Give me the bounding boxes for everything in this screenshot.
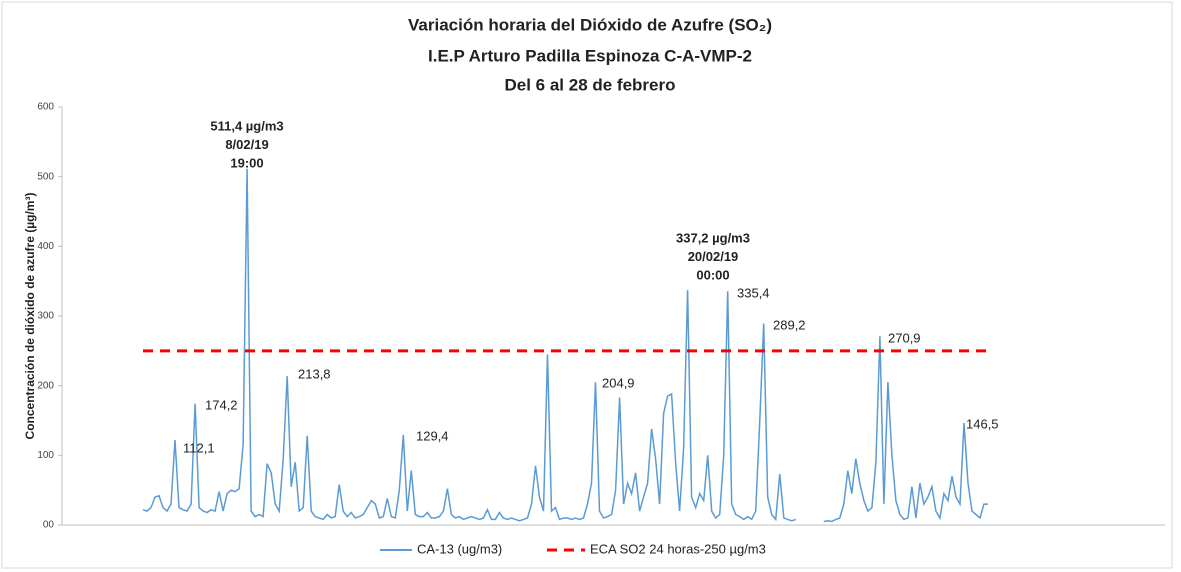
- y-tick-label: 600: [37, 102, 54, 113]
- annotation: 8/02/19: [225, 137, 268, 152]
- annotation: 129,4: [416, 428, 449, 443]
- y-tick-label: 300: [37, 311, 54, 322]
- legend-label: ECA SO2 24 horas-250 µg/m3: [590, 541, 766, 556]
- annotation: 213,8: [298, 366, 331, 381]
- y-tick-label: 500: [37, 171, 54, 182]
- y-tick-label: 00: [43, 520, 55, 531]
- annotation: 19:00: [230, 155, 263, 170]
- data-line: [142, 168, 988, 523]
- annotation: 270,9: [888, 330, 921, 345]
- annotation: 289,2: [773, 317, 806, 332]
- annotation: 146,5: [966, 416, 999, 431]
- chart-title: Variación horaria del Dióxido de Azufre …: [408, 15, 772, 34]
- annotation: 335,4: [737, 285, 770, 300]
- annotation: 204,9: [602, 375, 635, 390]
- annotation: 174,2: [205, 397, 238, 412]
- chart-subtitle: Del 6 al 28 de febrero: [504, 75, 675, 94]
- annotation: 112,1: [183, 440, 215, 455]
- y-tick-label: 100: [37, 450, 54, 461]
- y-tick-label: 400: [37, 241, 54, 252]
- y-axis-label: Concentración de dióxido de azufre (µg/m…: [23, 193, 37, 440]
- annotation: 20/02/19: [688, 249, 739, 264]
- y-tick-label: 200: [37, 380, 54, 391]
- annotation: 511,4 µg/m3: [210, 118, 283, 133]
- chart-subtitle: I.E.P Arturo Padilla Espinoza C-A-VMP-2: [428, 46, 752, 65]
- legend-label: CA-13 (ug/m3): [417, 541, 502, 556]
- annotation: 00:00: [696, 267, 729, 282]
- annotation: 337,2 µg/m3: [676, 230, 750, 245]
